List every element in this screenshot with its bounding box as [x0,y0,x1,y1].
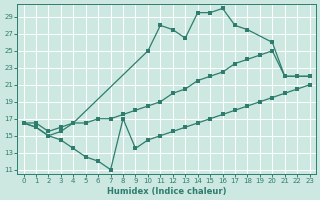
X-axis label: Humidex (Indice chaleur): Humidex (Indice chaleur) [107,187,226,196]
